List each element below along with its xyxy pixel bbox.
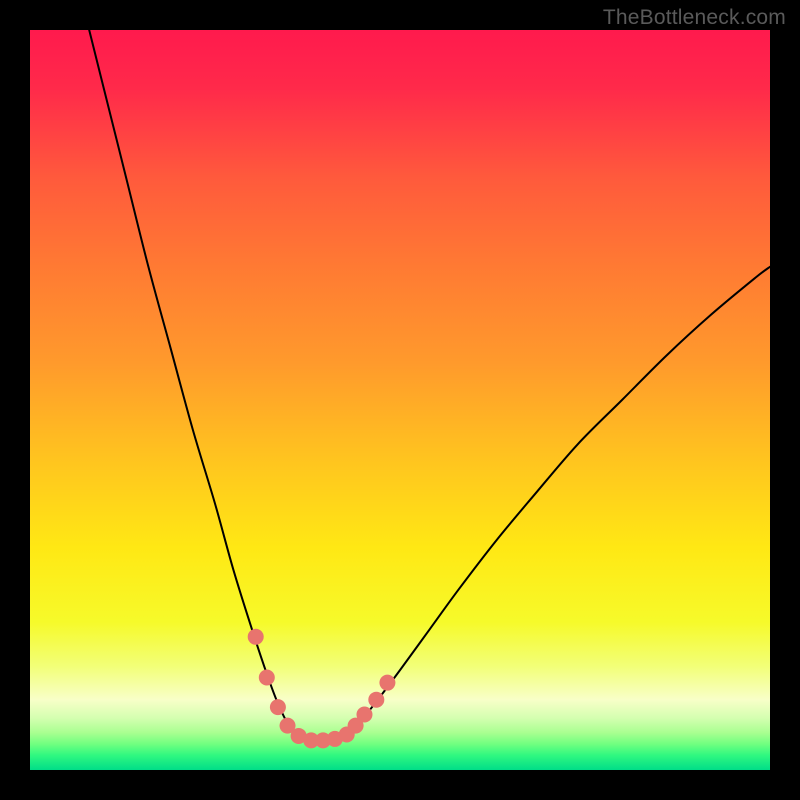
curve-layer — [30, 30, 770, 770]
bottleneck-curve — [89, 30, 770, 741]
curve-markers — [248, 629, 396, 749]
curve-marker — [379, 675, 395, 691]
plot-area — [30, 30, 770, 770]
curve-marker — [270, 699, 286, 715]
curve-marker — [248, 629, 264, 645]
curve-marker — [259, 670, 275, 686]
curve-marker — [368, 692, 384, 708]
watermark-text: TheBottleneck.com — [603, 6, 786, 30]
curve-marker — [356, 707, 372, 723]
